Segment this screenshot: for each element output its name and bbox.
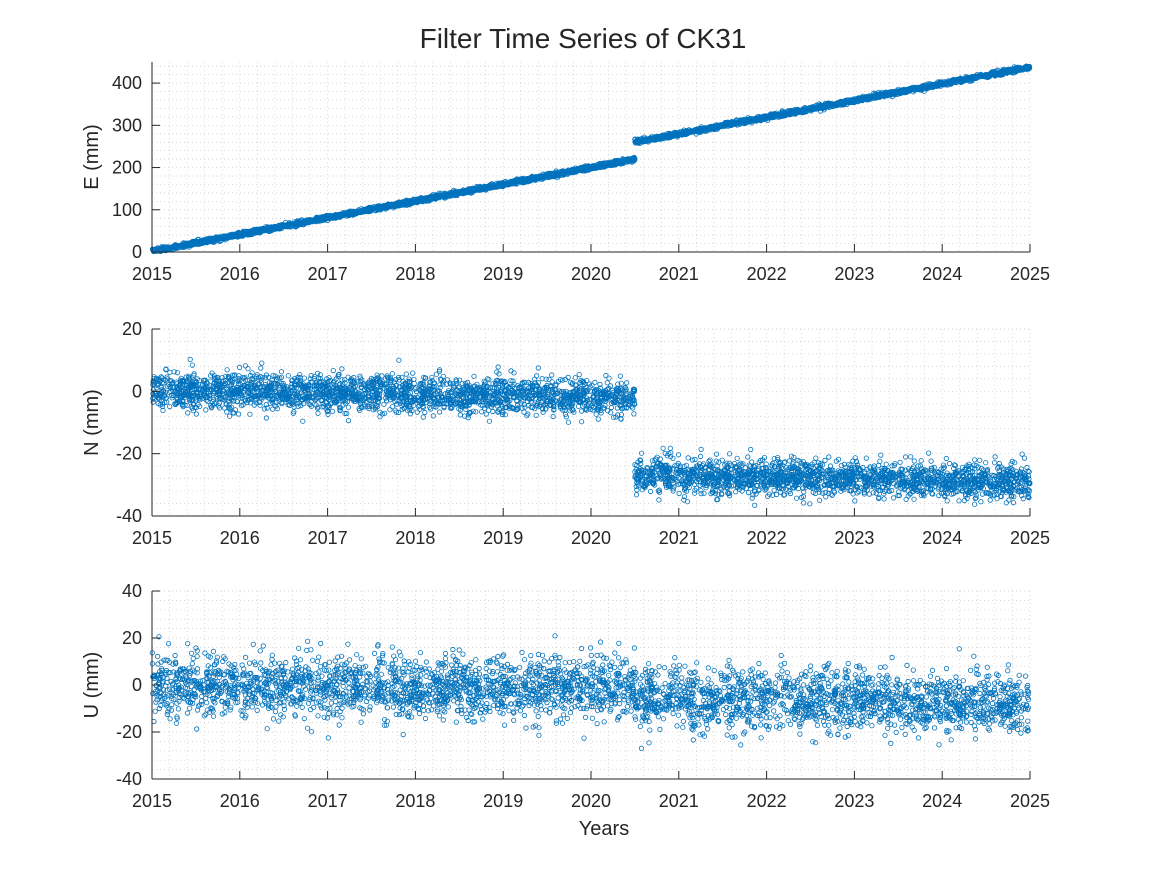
data-point (404, 372, 408, 376)
y-tick-label: 200 (112, 158, 142, 178)
data-point (609, 405, 613, 409)
x-tick-label: 2022 (747, 264, 787, 284)
x-tick-label: 2024 (922, 264, 962, 284)
x-tick-label: 2017 (308, 264, 348, 284)
data-point (487, 419, 491, 423)
data-points (151, 357, 1032, 507)
x-tick-label: 2020 (571, 264, 611, 284)
data-point (594, 412, 598, 416)
x-tick-label: 2023 (834, 264, 874, 284)
y-tick-label: 400 (112, 73, 142, 93)
figure-title: Filter Time Series of CK31 (420, 23, 747, 54)
y-axis-label: E (mm) (81, 124, 103, 190)
x-tick-label: 2019 (483, 264, 523, 284)
data-point (551, 414, 555, 418)
y-tick-label: 0 (132, 242, 142, 262)
x-tick-label: 2015 (132, 264, 172, 284)
data-point (625, 381, 629, 385)
data-point (301, 419, 305, 423)
x-tick-label: 2021 (659, 264, 699, 284)
x-tick-label: 2025 (1010, 264, 1050, 284)
data-point (472, 374, 476, 378)
data-point (246, 367, 250, 371)
x-tick-label: 2018 (395, 264, 435, 284)
data-point (388, 408, 392, 412)
data-point (204, 408, 208, 412)
data-point (397, 358, 401, 362)
panel-east: 2015 2016 2017 2018 2019 2020 2021 2022 2023 2024… (81, 62, 1050, 284)
data-point (411, 371, 415, 375)
x-tick-label: 2016 (220, 264, 260, 284)
y-tick-label: 100 (112, 200, 142, 220)
y-tick-label: 300 (112, 115, 142, 135)
data-point (188, 357, 192, 361)
